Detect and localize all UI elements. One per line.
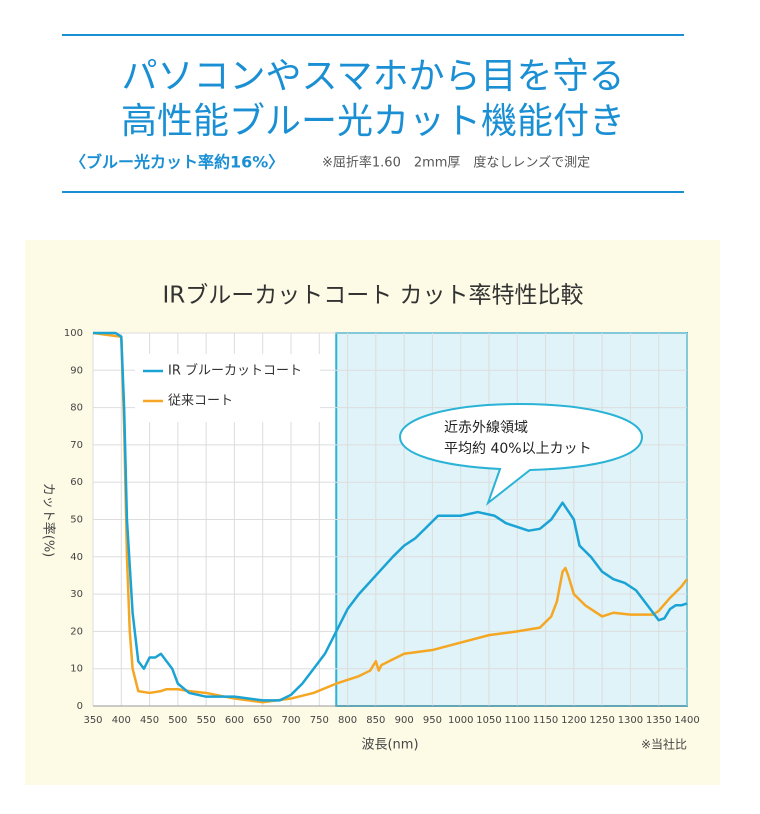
x-tick-label: 1000: [448, 715, 473, 726]
y-tick-label: 60: [70, 477, 83, 488]
x-tick-label: 950: [423, 715, 442, 726]
x-tick-label: 1250: [589, 715, 614, 726]
callout: [398, 402, 644, 506]
x-tick-label: 550: [197, 715, 216, 726]
y-tick-label: 80: [70, 403, 83, 414]
y-tick-label: 10: [70, 664, 83, 675]
y-tick-label: 50: [70, 515, 83, 526]
y-tick-label: 100: [64, 328, 83, 339]
note: ※屈折率1.60 2mm厚 度なしレンズで測定: [322, 155, 590, 171]
x-tick-label: 650: [253, 715, 272, 726]
x-tick-label: 450: [140, 715, 159, 726]
x-tick-label: 1100: [505, 715, 530, 726]
y-tick-label: 0: [77, 701, 83, 712]
callout-text: 平均約 40%以上カット: [444, 441, 592, 457]
x-axis-label: 波長(nm): [361, 738, 418, 753]
series-line: [93, 331, 688, 702]
x-tick-label: 750: [310, 715, 329, 726]
y-axis-label: カット率(%): [41, 483, 57, 558]
legend-label: 従来コート: [168, 394, 233, 409]
subtitle: 〈ブルー光カット率約16%〉: [70, 153, 284, 172]
x-tick-label: 700: [281, 715, 300, 726]
x-tick-label: 350: [83, 715, 102, 726]
y-tick-label: 20: [70, 626, 83, 637]
callout-text: 近赤外線領域: [444, 419, 528, 436]
legend-box: [135, 354, 320, 422]
chart-title: IRブルーカットコート カット率特性比較: [162, 283, 583, 309]
plot: 0 10 20 30 40 50 60 70 80 90 100 350 400 450 500 550 600…: [64, 328, 700, 726]
x-tick-label: 900: [395, 715, 414, 726]
y-tick-label: 40: [70, 552, 83, 563]
y-tick-label: 90: [70, 365, 83, 376]
x-tick-label: 800: [338, 715, 357, 726]
x-tick-label: 1400: [674, 715, 699, 726]
x-tick-label: 850: [366, 715, 385, 726]
x-tick-label: 1150: [533, 715, 558, 726]
x-tick-label: 1300: [618, 715, 643, 726]
headline: 高性能ブルー光カット機能付き: [121, 101, 625, 142]
x-tick-label: 1350: [646, 715, 671, 726]
x-tick-label: 1200: [561, 715, 586, 726]
y-tick-label: 70: [70, 440, 83, 451]
x-tick-label: 400: [112, 715, 131, 726]
x-tick-label: 600: [225, 715, 244, 726]
y-tick-label: 30: [70, 589, 83, 600]
series-line: [92, 331, 688, 704]
headline: パソコンやスマホから目を守る: [122, 56, 625, 97]
x-tick-label: 1050: [476, 715, 501, 726]
x-tick-label: 500: [168, 715, 187, 726]
legend-label: IR ブルーカットコート: [168, 363, 302, 379]
source-note: ※当社比: [641, 737, 687, 752]
